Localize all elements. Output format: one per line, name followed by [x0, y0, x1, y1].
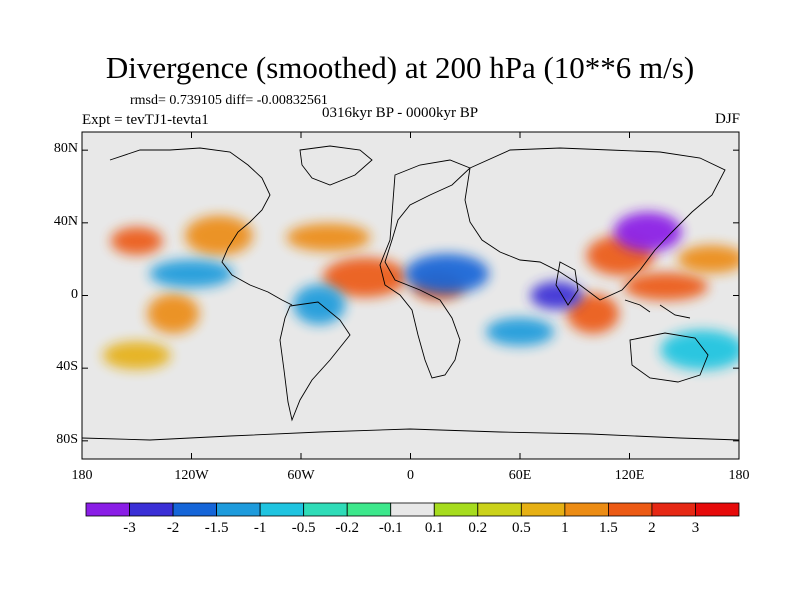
field-anomaly — [567, 293, 619, 334]
colorbar-swatch — [520, 502, 566, 517]
x-tick-label: 0 — [407, 468, 414, 483]
field-anomaly — [184, 215, 253, 256]
colorbar-level-label: -1.5 — [204, 520, 229, 536]
colorbar-swatch — [390, 502, 435, 517]
field-anomaly — [110, 227, 163, 255]
coast-india — [555, 261, 579, 306]
coast-maritime-continent — [624, 299, 691, 319]
colorbar-level-label: 0.2 — [468, 520, 488, 536]
colorbar-level-label: 3 — [691, 520, 700, 536]
y-tick-label: 40N — [53, 213, 78, 229]
colorbar-swatch — [695, 502, 740, 517]
season-label: DJF — [714, 111, 740, 127]
chart-title: Divergence (smoothed) at 200 hPa (10**6 … — [105, 50, 695, 85]
colorbar-level-label: -1 — [253, 520, 267, 536]
coast-asia — [464, 147, 726, 301]
colorbar-swatch — [259, 502, 305, 517]
coast-greenland — [299, 145, 373, 186]
coast-south-america — [279, 301, 351, 422]
field-anomaly — [613, 211, 682, 252]
colorbar-swatch — [172, 502, 217, 517]
field-anomaly — [322, 257, 407, 298]
colorbar-swatch — [608, 502, 653, 517]
coastlines — [82, 145, 739, 441]
colorbar-level-label: -0.5 — [291, 520, 316, 536]
field-anomaly — [624, 272, 708, 301]
colorbar-swatch — [303, 502, 348, 517]
colorbar-swatch — [564, 502, 609, 517]
field-anomaly — [293, 284, 346, 325]
colorbar-swatch — [85, 502, 130, 517]
x-tick-label: 120E — [614, 468, 645, 483]
colorbar-level-label: -0.1 — [378, 520, 403, 536]
colorbar-level-label: -0.2 — [335, 520, 360, 536]
axis-ticks — [81, 132, 740, 459]
x-tick-label: 60W — [287, 468, 315, 483]
divergence-field — [102, 211, 739, 370]
colorbar-swatch — [651, 502, 696, 517]
period-label: 0316kyr BP - 0000kyr BP — [321, 105, 479, 121]
colorbar-swatch — [216, 502, 261, 517]
field-anomaly — [286, 223, 371, 252]
colorbar-swatch — [433, 502, 479, 517]
colorbar-level-label: 1 — [561, 520, 569, 536]
field-anomaly — [486, 317, 554, 346]
map-background — [82, 132, 739, 459]
field-anomaly — [677, 245, 739, 274]
field-anomaly — [405, 253, 489, 294]
colorbar-level-label: 1.5 — [599, 520, 618, 536]
field-anomaly — [660, 330, 739, 370]
colorbar-swatch — [477, 502, 522, 517]
colorbar-level-label: -2 — [166, 520, 180, 536]
colorbar-level-label: 0.5 — [511, 520, 531, 536]
colorbar-swatch — [346, 502, 392, 517]
x-tick-label: 120W — [174, 468, 209, 483]
experiment-label: Expt = tevTJ1-tevta1 — [82, 112, 209, 128]
coast-europe-africa — [379, 159, 471, 379]
x-tick-label: 60E — [508, 468, 532, 483]
field-anomaly — [102, 341, 171, 370]
colorbar-swatch — [129, 502, 174, 517]
y-tick-label: 80S — [56, 431, 78, 447]
field-anomaly — [147, 293, 200, 334]
y-tick-label: 0 — [71, 286, 78, 302]
y-tick-label: 80N — [53, 141, 78, 157]
colorbar-level-label: 0.1 — [424, 520, 444, 536]
coast-australia — [629, 332, 709, 383]
field-anomaly — [149, 259, 234, 288]
coast-antarctica — [82, 428, 739, 441]
rmsd-diff-label: rmsd= 0.739105 diff= -0.00832561 — [130, 93, 328, 108]
coast-north-america — [109, 147, 293, 306]
x-tick-label: 180 — [728, 468, 750, 483]
y-tick-label: 40S — [56, 359, 78, 375]
colorbar — [85, 502, 740, 517]
x-tick-label: 180 — [71, 468, 93, 483]
colorbar-level-label: -3 — [123, 520, 136, 536]
colorbar-level-label: 2 — [648, 520, 656, 536]
